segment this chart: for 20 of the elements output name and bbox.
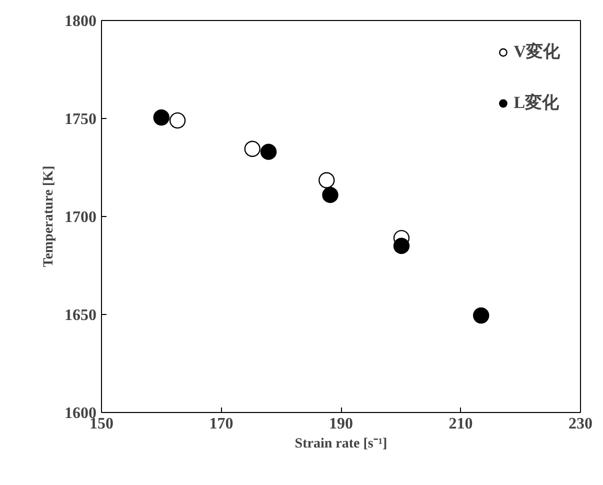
legend-label: V変化: [514, 41, 560, 63]
point: [169, 112, 186, 129]
x-tick-label: 190: [329, 416, 353, 432]
point: [322, 186, 338, 204]
x-tick-label: 170: [209, 416, 234, 432]
point: [318, 172, 335, 188]
point: [473, 307, 490, 324]
point: [260, 144, 277, 160]
y-tick-label: 1700: [64, 209, 96, 226]
legend-label: L変化: [514, 92, 560, 114]
x-axis-title: Strain rate [s⁻¹]: [294, 436, 388, 452]
point: [244, 140, 260, 157]
y-tick-label: 1800: [64, 13, 96, 30]
x-tick-label: 210: [448, 416, 473, 432]
point: [153, 109, 170, 126]
point: [393, 238, 410, 254]
y-tick-label: 1650: [64, 307, 96, 324]
x-tick-label: 230: [568, 416, 592, 432]
y-axis-title: Temperature [K]: [42, 166, 56, 268]
y-tick-label: 1750: [64, 111, 96, 128]
